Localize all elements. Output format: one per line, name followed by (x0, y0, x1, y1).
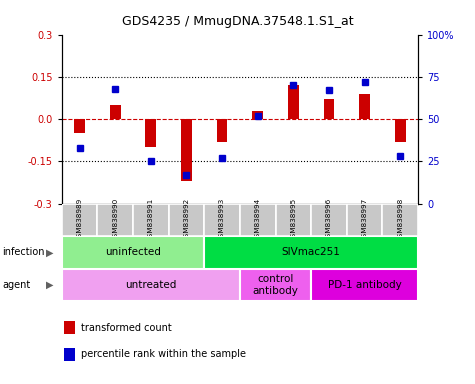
Bar (395, 119, 406, 142)
Text: PD-1 antibody: PD-1 antibody (328, 280, 401, 290)
Text: GSM838989: GSM838989 (76, 198, 83, 242)
Text: GSM838992: GSM838992 (183, 198, 190, 242)
Text: SIVmac251: SIVmac251 (282, 247, 341, 258)
Text: GSM838994: GSM838994 (255, 198, 261, 242)
Bar (252, 111, 263, 119)
Bar (110, 105, 121, 119)
Bar (204, 204, 240, 236)
Bar (359, 94, 370, 119)
Bar (382, 204, 418, 236)
Text: untreated: untreated (125, 280, 177, 290)
Bar (62, 236, 204, 269)
Text: infection: infection (2, 247, 45, 258)
Text: ▶: ▶ (46, 247, 53, 258)
Text: control
antibody: control antibody (253, 274, 298, 296)
Text: GSM838996: GSM838996 (326, 198, 332, 242)
Bar (133, 204, 169, 236)
Text: agent: agent (2, 280, 30, 290)
Bar (169, 204, 204, 236)
Bar (311, 204, 347, 236)
Bar (217, 119, 228, 142)
Text: transformed count: transformed count (81, 323, 171, 333)
Text: GSM838998: GSM838998 (397, 198, 403, 242)
Text: uninfected: uninfected (105, 247, 161, 258)
Text: GSM838997: GSM838997 (361, 198, 368, 242)
Bar (240, 269, 311, 301)
Bar (288, 85, 299, 119)
Bar (74, 119, 85, 133)
Text: GSM838993: GSM838993 (219, 198, 225, 242)
Bar (97, 204, 133, 236)
Bar (62, 204, 97, 236)
Text: GSM838991: GSM838991 (148, 198, 154, 242)
Bar (204, 236, 418, 269)
Bar (347, 204, 382, 236)
Bar (240, 204, 276, 236)
Bar (62, 269, 240, 301)
Text: percentile rank within the sample: percentile rank within the sample (81, 349, 246, 359)
Bar (181, 119, 192, 181)
Bar (276, 204, 311, 236)
Bar (145, 119, 156, 147)
Text: GSM838995: GSM838995 (290, 198, 296, 242)
Text: GDS4235 / MmugDNA.37548.1.S1_at: GDS4235 / MmugDNA.37548.1.S1_at (122, 15, 353, 28)
Bar (323, 99, 334, 119)
Text: ▶: ▶ (46, 280, 53, 290)
Text: GSM838990: GSM838990 (112, 198, 118, 242)
Bar (311, 269, 418, 301)
